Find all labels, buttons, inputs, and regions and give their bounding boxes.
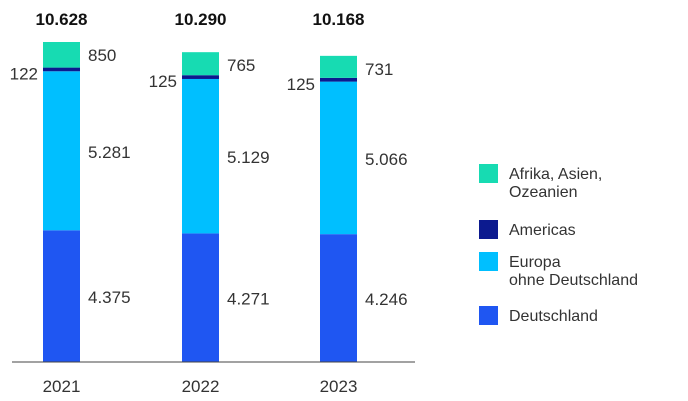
bar-group bbox=[43, 42, 357, 362]
x-tick-label-2021: 2021 bbox=[43, 377, 81, 396]
data-label-afrika-2023: 731 bbox=[365, 60, 393, 79]
legend: Afrika, Asien,Ozeanien Americas Europaohne… bbox=[479, 164, 638, 325]
label-group: 4.375 5.281 850 122 10.628 2021 4.271 5.129 765 1… bbox=[10, 10, 408, 396]
legend-label-2-0: Americas bbox=[509, 222, 576, 239]
bar-segment-2023-2 bbox=[320, 77, 357, 82]
total-label-2021: 10.628 bbox=[36, 10, 88, 29]
x-tick-label-2023: 2023 bbox=[320, 377, 358, 396]
legend-swatch-0 bbox=[479, 306, 498, 325]
bar-segment-2023-1 bbox=[320, 81, 357, 235]
total-label-2023: 10.168 bbox=[313, 10, 365, 29]
bar-segment-2021-1 bbox=[43, 71, 80, 231]
legend-label-0-0: Deutschland bbox=[509, 308, 598, 325]
legend-swatch-3 bbox=[479, 164, 498, 183]
data-label-americas-2022: 125 bbox=[149, 72, 177, 91]
bar-segment-2021-0 bbox=[43, 230, 80, 362]
legend-label-3-0: Afrika, Asien, bbox=[509, 166, 602, 183]
bar-segment-2023-0 bbox=[320, 234, 357, 362]
data-label-deutschland-2023: 4.246 bbox=[365, 290, 408, 309]
bar-segment-2022-3 bbox=[182, 52, 219, 76]
bar-segment-2022-0 bbox=[182, 233, 219, 362]
data-label-deutschland-2021: 4.375 bbox=[88, 288, 131, 307]
data-label-americas-2021: 122 bbox=[10, 65, 38, 84]
legend-swatch-1 bbox=[479, 252, 498, 271]
data-label-americas-2023: 125 bbox=[287, 75, 315, 94]
bar-segment-2023-3 bbox=[320, 55, 357, 78]
bar-segment-2022-2 bbox=[182, 75, 219, 79]
bar-segment-2021-2 bbox=[43, 67, 80, 72]
x-tick-label-2022: 2022 bbox=[182, 377, 220, 396]
bar-segment-2021-3 bbox=[43, 42, 80, 68]
legend-label-1-0: Europa bbox=[509, 254, 561, 271]
data-label-europa-2022: 5.129 bbox=[227, 148, 270, 167]
legend-label-3-1: Ozeanien bbox=[509, 184, 578, 201]
data-label-afrika-2022: 765 bbox=[227, 56, 255, 75]
legend-swatch-2 bbox=[479, 220, 498, 239]
data-label-deutschland-2022: 4.271 bbox=[227, 290, 270, 309]
data-label-europa-2023: 5.066 bbox=[365, 150, 408, 169]
total-label-2022: 10.290 bbox=[175, 10, 227, 29]
bar-segment-2022-1 bbox=[182, 78, 219, 234]
legend-label-1-1: ohne Deutschland bbox=[509, 272, 638, 289]
data-label-afrika-2021: 850 bbox=[88, 46, 116, 65]
data-label-europa-2021: 5.281 bbox=[88, 143, 131, 162]
